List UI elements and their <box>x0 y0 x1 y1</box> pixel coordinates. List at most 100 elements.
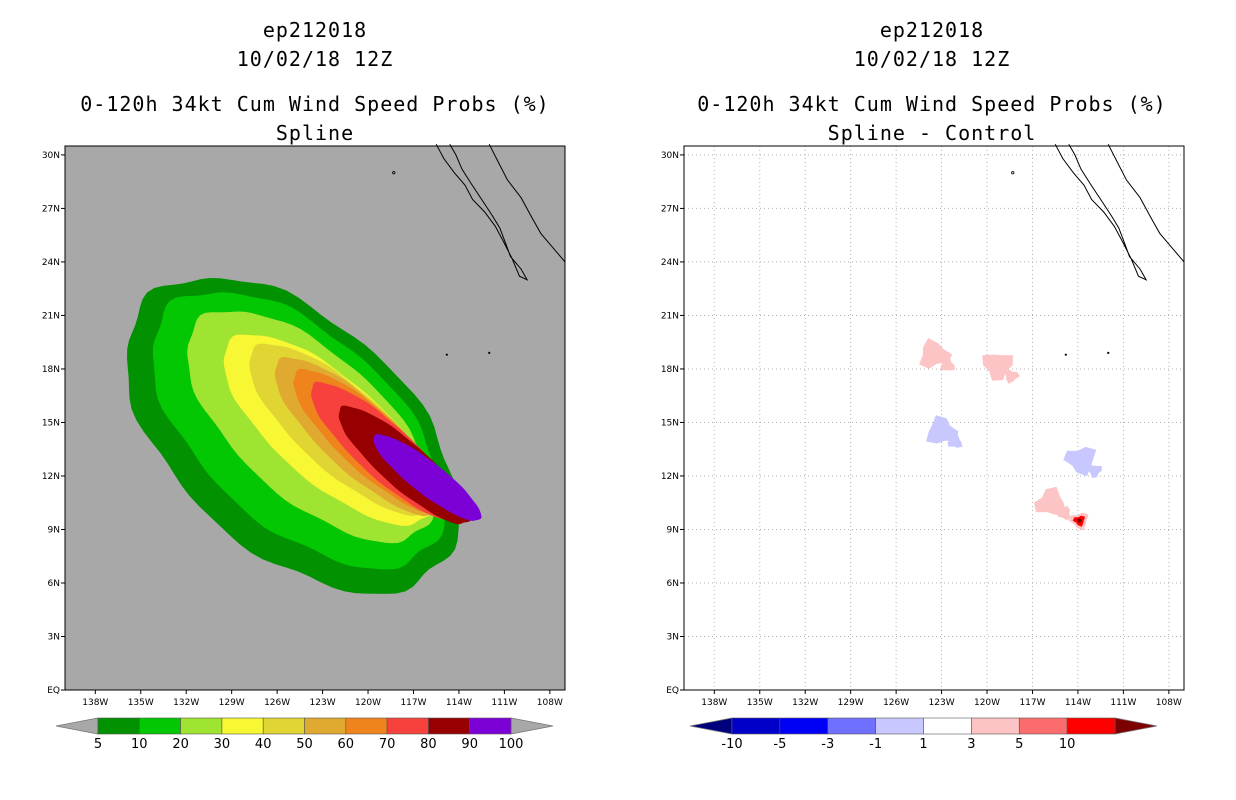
right-title-subtitle: Spline - Control <box>827 121 1037 145</box>
right-y-tick-label: 27N <box>661 204 679 214</box>
right-island-clarion <box>1107 351 1110 354</box>
left-x-tick-label: 135W <box>128 698 154 708</box>
left-colorbar-swatch <box>386 717 429 735</box>
right-y-tick-label: 30N <box>661 151 679 161</box>
left-x-tick-label: 126W <box>264 698 290 708</box>
right-x-tick-label: 117W <box>1019 698 1045 708</box>
left-colorbar-over-arrow <box>510 717 554 735</box>
right-difference-group <box>919 338 1102 531</box>
right-colorbar-label: 1 <box>919 737 927 752</box>
left-colorbar-swatch <box>428 717 470 735</box>
left-title-date: 10/02/18 12Z <box>236 47 394 71</box>
right-x-tick-label: 129W <box>838 698 864 708</box>
right-colorbar-swatch <box>731 717 781 735</box>
left-y-tick-label: 27N <box>42 204 60 214</box>
right-y-tick-label: 6N <box>667 579 679 589</box>
left-island-clarion <box>488 351 491 354</box>
right-colorbar-swatch <box>875 717 924 735</box>
right-title-product: 0-120h 34kt Cum Wind Speed Probs (%) <box>697 92 1167 116</box>
left-mainland-coastline <box>488 143 566 263</box>
right-y-tick-label: 9N <box>667 525 679 535</box>
right-colorbar-label: -1 <box>869 737 882 752</box>
right-x-tick-label: 132W <box>792 698 818 708</box>
left-colorbar-label: 90 <box>461 737 478 752</box>
left-y-tick-label: 15N <box>42 418 60 428</box>
difference-region-fragment <box>1055 505 1071 521</box>
right-y-tick-label: EQ <box>666 686 679 696</box>
right-colorbar-label: -10 <box>721 737 742 752</box>
left-colorbar-under-arrow <box>55 717 99 735</box>
right-colorbar-swatch <box>1066 717 1116 735</box>
left-colorbar-label: 5 <box>94 737 102 752</box>
difference-region-fragment <box>1004 369 1020 384</box>
right-colorbar-under-arrow <box>689 717 733 735</box>
left-colorbar-label: 80 <box>420 737 437 752</box>
left-y-tick-label: 9N <box>48 525 60 535</box>
left-y-tick-label: 21N <box>42 311 60 321</box>
right-island-socorro <box>1064 353 1067 356</box>
right-colorbar-label: -3 <box>821 737 834 752</box>
right-colorbar-swatch <box>827 717 876 735</box>
right-y-tick-label: 24N <box>661 258 679 268</box>
right-colorbar-label: 10 <box>1059 737 1076 752</box>
left-colorbar-label: 30 <box>214 737 231 752</box>
left-colorbar-label: 60 <box>338 737 355 752</box>
right-x-tick-label: 114W <box>1065 698 1091 708</box>
left-x-tick-label: 120W <box>355 698 381 708</box>
right-colorbar-swatch <box>971 717 1020 735</box>
difference-region <box>1034 486 1067 515</box>
right-colorbar: -10 -5 -3 -1 1 3 5 10 <box>689 717 1158 752</box>
left-y-tick-label: EQ <box>47 686 60 696</box>
right-x-tick-label: 123W <box>929 698 955 708</box>
right-colorbar-label: 3 <box>967 737 975 752</box>
left-colorbar: 5 10 20 30 40 50 60 70 80 90 100 <box>55 717 554 752</box>
left-y-tick-label: 30N <box>42 151 60 161</box>
difference-region-fragment <box>1087 465 1102 478</box>
difference-region-fragment <box>947 434 963 448</box>
right-chart-title: ep212018 10/02/18 12Z 0-120h 34kt Cum Wi… <box>672 16 1192 148</box>
left-colorbar-swatch <box>139 717 181 735</box>
left-y-tick-label: 24N <box>42 258 60 268</box>
left-colorbar-label: 50 <box>296 737 313 752</box>
left-baja-coastline <box>435 143 529 281</box>
right-plot-frame <box>683 145 1185 691</box>
left-colorbar-swatch <box>180 717 223 735</box>
right-x-tick-label: 108W <box>1156 698 1182 708</box>
right-island-guadalupe <box>1011 171 1015 175</box>
difference-region <box>982 354 1013 381</box>
left-colorbar-label: 20 <box>172 737 189 752</box>
right-y-tick-label: 3N <box>667 632 679 642</box>
left-x-tick-label: 138W <box>82 698 108 708</box>
right-colorbar-swatch <box>779 717 829 735</box>
right-map-panel: 138W 135W 132W 129W 126W 123W 120W 117W 114W 111W… <box>661 143 1185 708</box>
difference-region <box>926 415 959 444</box>
left-colorbar-swatch <box>262 717 305 735</box>
right-colorbar-over-arrow <box>1114 717 1158 735</box>
right-x-tick-label: 111W <box>1110 698 1136 708</box>
left-x-tick-label: 111W <box>491 698 517 708</box>
left-y-tick-label: 18N <box>42 365 60 375</box>
difference-region-peak <box>1077 518 1082 523</box>
left-title-product: 0-120h 34kt Cum Wind Speed Probs (%) <box>80 92 550 116</box>
left-colorbar-label: 100 <box>499 737 524 752</box>
difference-region-fragment <box>940 358 955 371</box>
left-colorbar-label: 10 <box>131 737 148 752</box>
right-y-tick-label: 21N <box>661 311 679 321</box>
right-x-tick-label: 135W <box>747 698 773 708</box>
left-colorbar-swatch <box>469 717 512 735</box>
left-x-tick-label: 129W <box>219 698 245 708</box>
left-island-guadalupe <box>392 171 396 175</box>
left-x-tick-label: 132W <box>173 698 199 708</box>
left-plot-frame <box>64 145 566 691</box>
right-x-tick-label: 126W <box>883 698 909 708</box>
right-colorbar-swatch <box>1018 717 1068 735</box>
left-x-tick-label: 108W <box>537 698 563 708</box>
right-y-tick-label: 12N <box>661 472 679 482</box>
right-colorbar-swatch <box>923 717 972 735</box>
left-map-panel: 138W 135W 132W 129W 126W 123W 120W 117W 114W 111W… <box>42 143 566 708</box>
difference-region <box>919 338 953 369</box>
left-island-socorro <box>445 353 448 356</box>
left-x-tick-label: 117W <box>400 698 426 708</box>
right-x-tick-label: 138W <box>701 698 727 708</box>
